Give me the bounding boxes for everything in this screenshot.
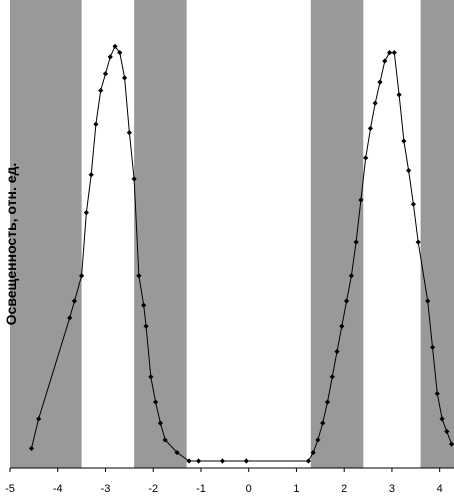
data-point [107, 54, 113, 60]
data-point [329, 374, 335, 380]
data-point [439, 416, 445, 422]
data-point [343, 298, 350, 304]
data-point [434, 391, 440, 397]
data-point [334, 348, 340, 355]
data-point [28, 445, 35, 451]
data-point [324, 399, 331, 405]
x-tick-label: -1 [196, 483, 206, 495]
data-point [36, 416, 42, 422]
data-point [377, 79, 383, 85]
data-point [358, 197, 364, 203]
data-point [320, 420, 326, 426]
data-point [93, 121, 99, 127]
data-point [67, 315, 73, 321]
x-tick-label: -5 [5, 483, 15, 495]
data-point [157, 420, 163, 426]
data-point [401, 138, 407, 144]
x-tick-label: -4 [53, 483, 63, 495]
data-point [243, 458, 249, 464]
shaded-band [10, 0, 82, 468]
data-points [28, 43, 454, 464]
data-point [415, 239, 421, 245]
shaded-band [310, 0, 364, 468]
shaded-bands [10, 0, 454, 468]
data-point [444, 428, 450, 435]
data-point [429, 344, 436, 350]
data-point [83, 210, 89, 216]
data-point [88, 172, 94, 178]
x-tick-label: 1 [293, 483, 299, 495]
x-tick-label: 0 [246, 483, 252, 495]
data-point [406, 167, 412, 174]
data-point [348, 273, 354, 279]
data-point [315, 437, 321, 443]
x-axis: -5 -4 -3 -2 -1 0 1 2 3 4 [5, 467, 454, 495]
data-point [367, 125, 374, 132]
data-point [126, 130, 132, 136]
data-point [353, 239, 359, 245]
data-point [396, 92, 402, 98]
data-point [174, 449, 180, 456]
data-point [112, 43, 118, 49]
data-point [131, 176, 137, 182]
data-point [79, 273, 85, 279]
data-point [98, 87, 104, 94]
data-point [305, 458, 311, 464]
x-tick-label: 4 [437, 483, 443, 495]
data-point [372, 100, 378, 106]
data-point [195, 458, 202, 464]
data-point [117, 50, 123, 56]
data-point [121, 75, 128, 81]
data-point [136, 273, 142, 279]
x-tick-label: 2 [341, 483, 347, 495]
x-tick-label: 3 [389, 483, 395, 495]
data-point [410, 201, 417, 207]
x-tick-label: -3 [101, 483, 111, 495]
data-point [449, 441, 454, 447]
data-point [71, 298, 78, 304]
data-point [363, 155, 369, 161]
data-point [141, 302, 147, 308]
data-point [391, 50, 397, 56]
data-point [382, 58, 388, 64]
data-point [386, 50, 393, 56]
data-point [148, 374, 154, 380]
data-point [339, 323, 345, 329]
x-tick-label: -2 [148, 483, 158, 495]
data-point [162, 437, 168, 443]
series-line [31, 45, 453, 462]
data-point [219, 458, 226, 464]
y-axis-label: Освещенность, отн. ед. [3, 163, 19, 326]
data-point [143, 323, 149, 329]
data-point [186, 458, 192, 464]
shaded-band [134, 0, 187, 468]
data-point [153, 399, 159, 405]
data-point [310, 449, 316, 456]
shaded-band [420, 0, 454, 468]
data-point [425, 298, 431, 304]
data-point [102, 71, 109, 77]
